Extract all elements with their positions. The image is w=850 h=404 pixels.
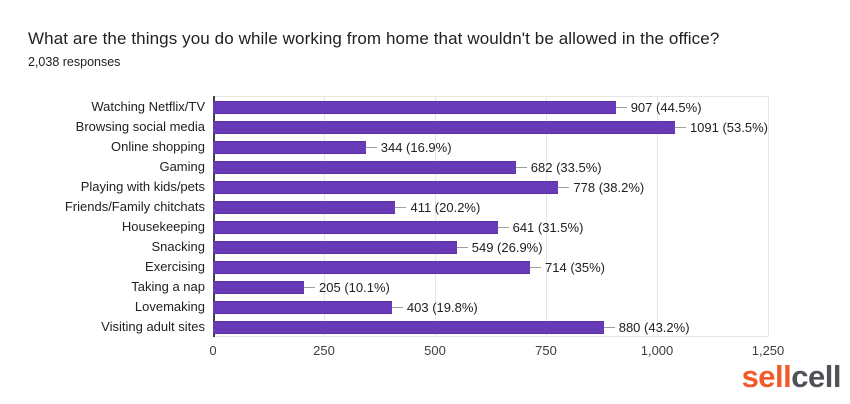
- category-label: Browsing social media: [75, 118, 205, 134]
- value-label: 205 (10.1%): [319, 280, 390, 296]
- bar: [213, 281, 305, 295]
- leader-line: [456, 247, 468, 249]
- category-label: Housekeeping: [121, 219, 205, 234]
- bar: [213, 221, 498, 234]
- category-label: Visiting adult sites: [101, 319, 205, 335]
- category-label: Online shopping: [111, 138, 205, 154]
- bar-row: 880 (43.2%): [213, 318, 768, 338]
- value-label: 682 (33.5%): [530, 159, 602, 175]
- category-label: Taking a nap: [131, 279, 205, 295]
- gridline: [324, 96, 325, 337]
- category-label: Lovemaking: [134, 299, 205, 315]
- bar: [213, 241, 457, 255]
- leader-line: [497, 227, 509, 228]
- bar: [213, 100, 616, 114]
- gridline: [435, 96, 436, 337]
- bar-row: 714 (35%): [213, 258, 768, 278]
- bar-row: 778 (38.2%): [213, 177, 768, 197]
- bar: [213, 120, 675, 134]
- value-label: 549 (26.9%): [471, 240, 543, 256]
- value-label: 641 (31.5%): [512, 220, 584, 235]
- value-label: 344 (16.9%): [380, 139, 452, 155]
- leader-line: [515, 166, 527, 168]
- value-label: 403 (19.8%): [406, 300, 478, 316]
- category-axis: Watching Netflix/TV Browsing social media…: [0, 96, 205, 337]
- x-tick-label: 500: [424, 343, 446, 358]
- bar-row: 549 (26.9%): [213, 238, 768, 258]
- bar: [213, 301, 392, 315]
- bar-row: 1091 (53.5%): [213, 117, 768, 137]
- sellcell-logo: sellcell: [741, 359, 842, 394]
- category-label: Exercising: [145, 259, 205, 275]
- bar: [213, 160, 516, 174]
- gridline: [657, 96, 658, 337]
- leader-line: [558, 186, 570, 188]
- value-label: 714 (35%): [545, 260, 605, 276]
- value-label: 907 (44.5%): [630, 99, 702, 115]
- x-tick-label: 1,000: [640, 343, 674, 358]
- bar: [213, 180, 559, 194]
- value-label: 411 (20.2%): [410, 199, 481, 215]
- leader-line: [603, 327, 615, 329]
- bar-row: 641 (31.5%): [213, 217, 768, 237]
- y-axis-line: [213, 96, 215, 337]
- bar: [213, 321, 604, 335]
- bar-row: 344 (16.9%): [213, 137, 768, 157]
- response-count: 2,038 responses: [28, 55, 121, 69]
- gridline: [768, 96, 769, 337]
- leader-line: [615, 106, 627, 108]
- bar-row: 411 (20.2%): [213, 197, 768, 217]
- x-tick-label: 750: [535, 343, 557, 358]
- bar-row: 907 (44.5%): [213, 97, 768, 117]
- gridline: [546, 96, 547, 337]
- logo-sell: sell: [741, 359, 792, 394]
- page-title: What are the things you do while working…: [28, 29, 720, 48]
- bar-row: 403 (19.8%): [213, 298, 768, 318]
- category-label: Watching Netflix/TV: [91, 98, 205, 114]
- plot-area: 907 (44.5%) 1091 (53.5%) 344 (16.9%) 682 (3…: [213, 96, 769, 338]
- leader-line: [530, 267, 542, 269]
- leader-line: [304, 287, 316, 289]
- logo-cell: cell: [791, 359, 841, 394]
- x-tick-label: 1,250: [751, 343, 785, 358]
- value-label: 1091 (53.5%): [689, 119, 768, 135]
- value-label: 880 (43.2%): [618, 320, 690, 336]
- category-label: Friends/Family chitchats: [64, 198, 205, 214]
- bar: [213, 200, 396, 214]
- x-tick-label: 250: [313, 343, 335, 358]
- bar: [213, 140, 366, 154]
- category-label: Playing with kids/pets: [80, 178, 205, 194]
- x-tick-label: 0: [209, 343, 217, 358]
- category-label: Gaming: [159, 158, 205, 174]
- leader-line: [391, 307, 403, 309]
- bar-row: 205 (10.1%): [213, 278, 768, 298]
- bar-row: 682 (33.5%): [213, 157, 768, 177]
- leader-line: [365, 146, 377, 148]
- leader-line: [674, 126, 686, 128]
- value-label: 778 (38.2%): [573, 179, 645, 195]
- bar: [213, 261, 531, 275]
- leader-line: [395, 206, 407, 208]
- category-label: Snacking: [151, 239, 205, 255]
- x-axis: 0 250 500 750 1,000 1,250: [209, 337, 784, 358]
